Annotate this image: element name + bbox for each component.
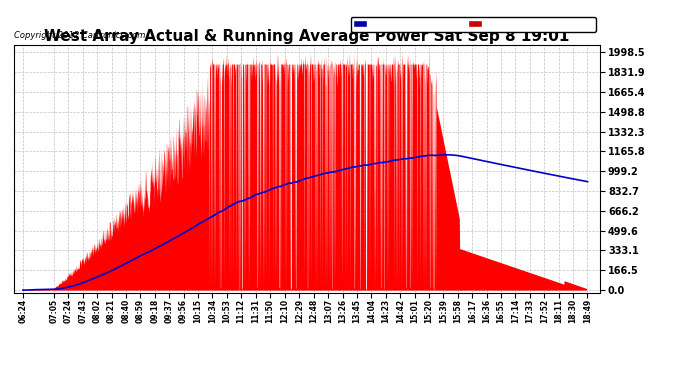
Text: Copyright 2012 Cartronics.com: Copyright 2012 Cartronics.com [14,31,145,40]
Title: West Array Actual & Running Average Power Sat Sep 8 19:01: West Array Actual & Running Average Powe… [44,29,570,44]
Legend: Average  (DC Watts), West Array  (DC Watts): Average (DC Watts), West Array (DC Watts… [351,17,595,32]
